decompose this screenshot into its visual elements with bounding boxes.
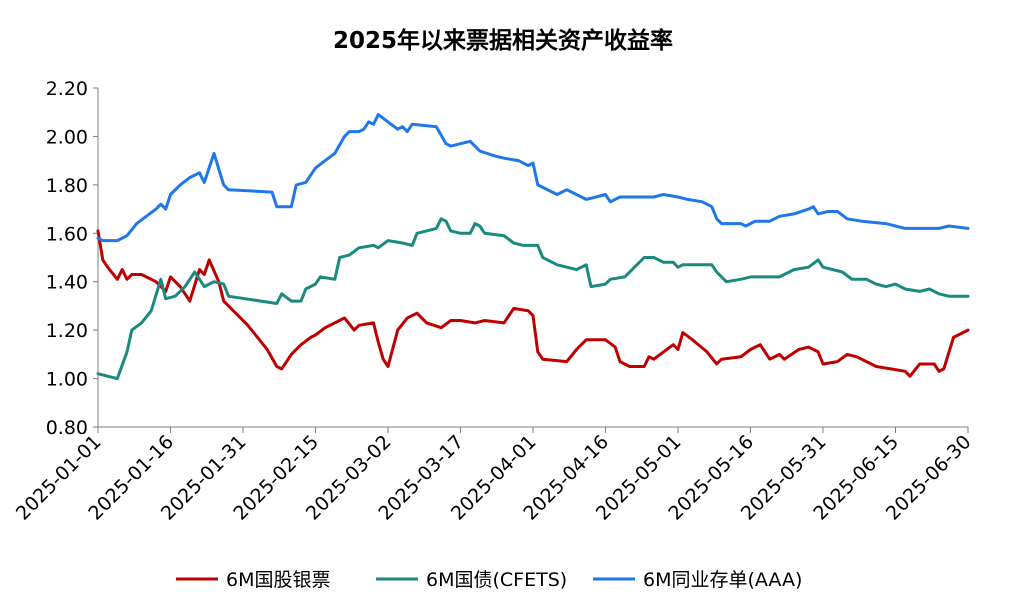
legend-label-2: 6M同业存单(AAA) bbox=[643, 569, 802, 591]
legend-label-1: 6M国债(CFETS) bbox=[426, 569, 567, 591]
series-line-2 bbox=[96, 113, 970, 243]
y-tick-label: 1.40 bbox=[46, 272, 88, 294]
y-tick-label: 2.20 bbox=[46, 78, 88, 100]
y-tick-label: 1.60 bbox=[46, 223, 88, 245]
chart-legend: 6M国股银票 6M国债(CFETS) 6M同业存单(AAA) bbox=[176, 569, 802, 591]
series-line-1 bbox=[96, 217, 970, 381]
chart-title: 2025年以来票据相关资产收益率 bbox=[333, 27, 673, 54]
y-tick-label: 2.00 bbox=[46, 126, 88, 148]
y-tick-label: 1.20 bbox=[46, 320, 88, 342]
y-tick-label: 0.80 bbox=[46, 417, 88, 439]
series-line-0 bbox=[96, 229, 970, 378]
y-tick-label: 1.00 bbox=[46, 369, 88, 391]
y-tick-label: 1.80 bbox=[46, 175, 88, 197]
legend-label-0: 6M国股银票 bbox=[226, 569, 330, 591]
chart-plot-area bbox=[96, 113, 970, 381]
chart-axes: 0.801.001.201.401.601.802.002.202025-01-… bbox=[12, 78, 976, 525]
